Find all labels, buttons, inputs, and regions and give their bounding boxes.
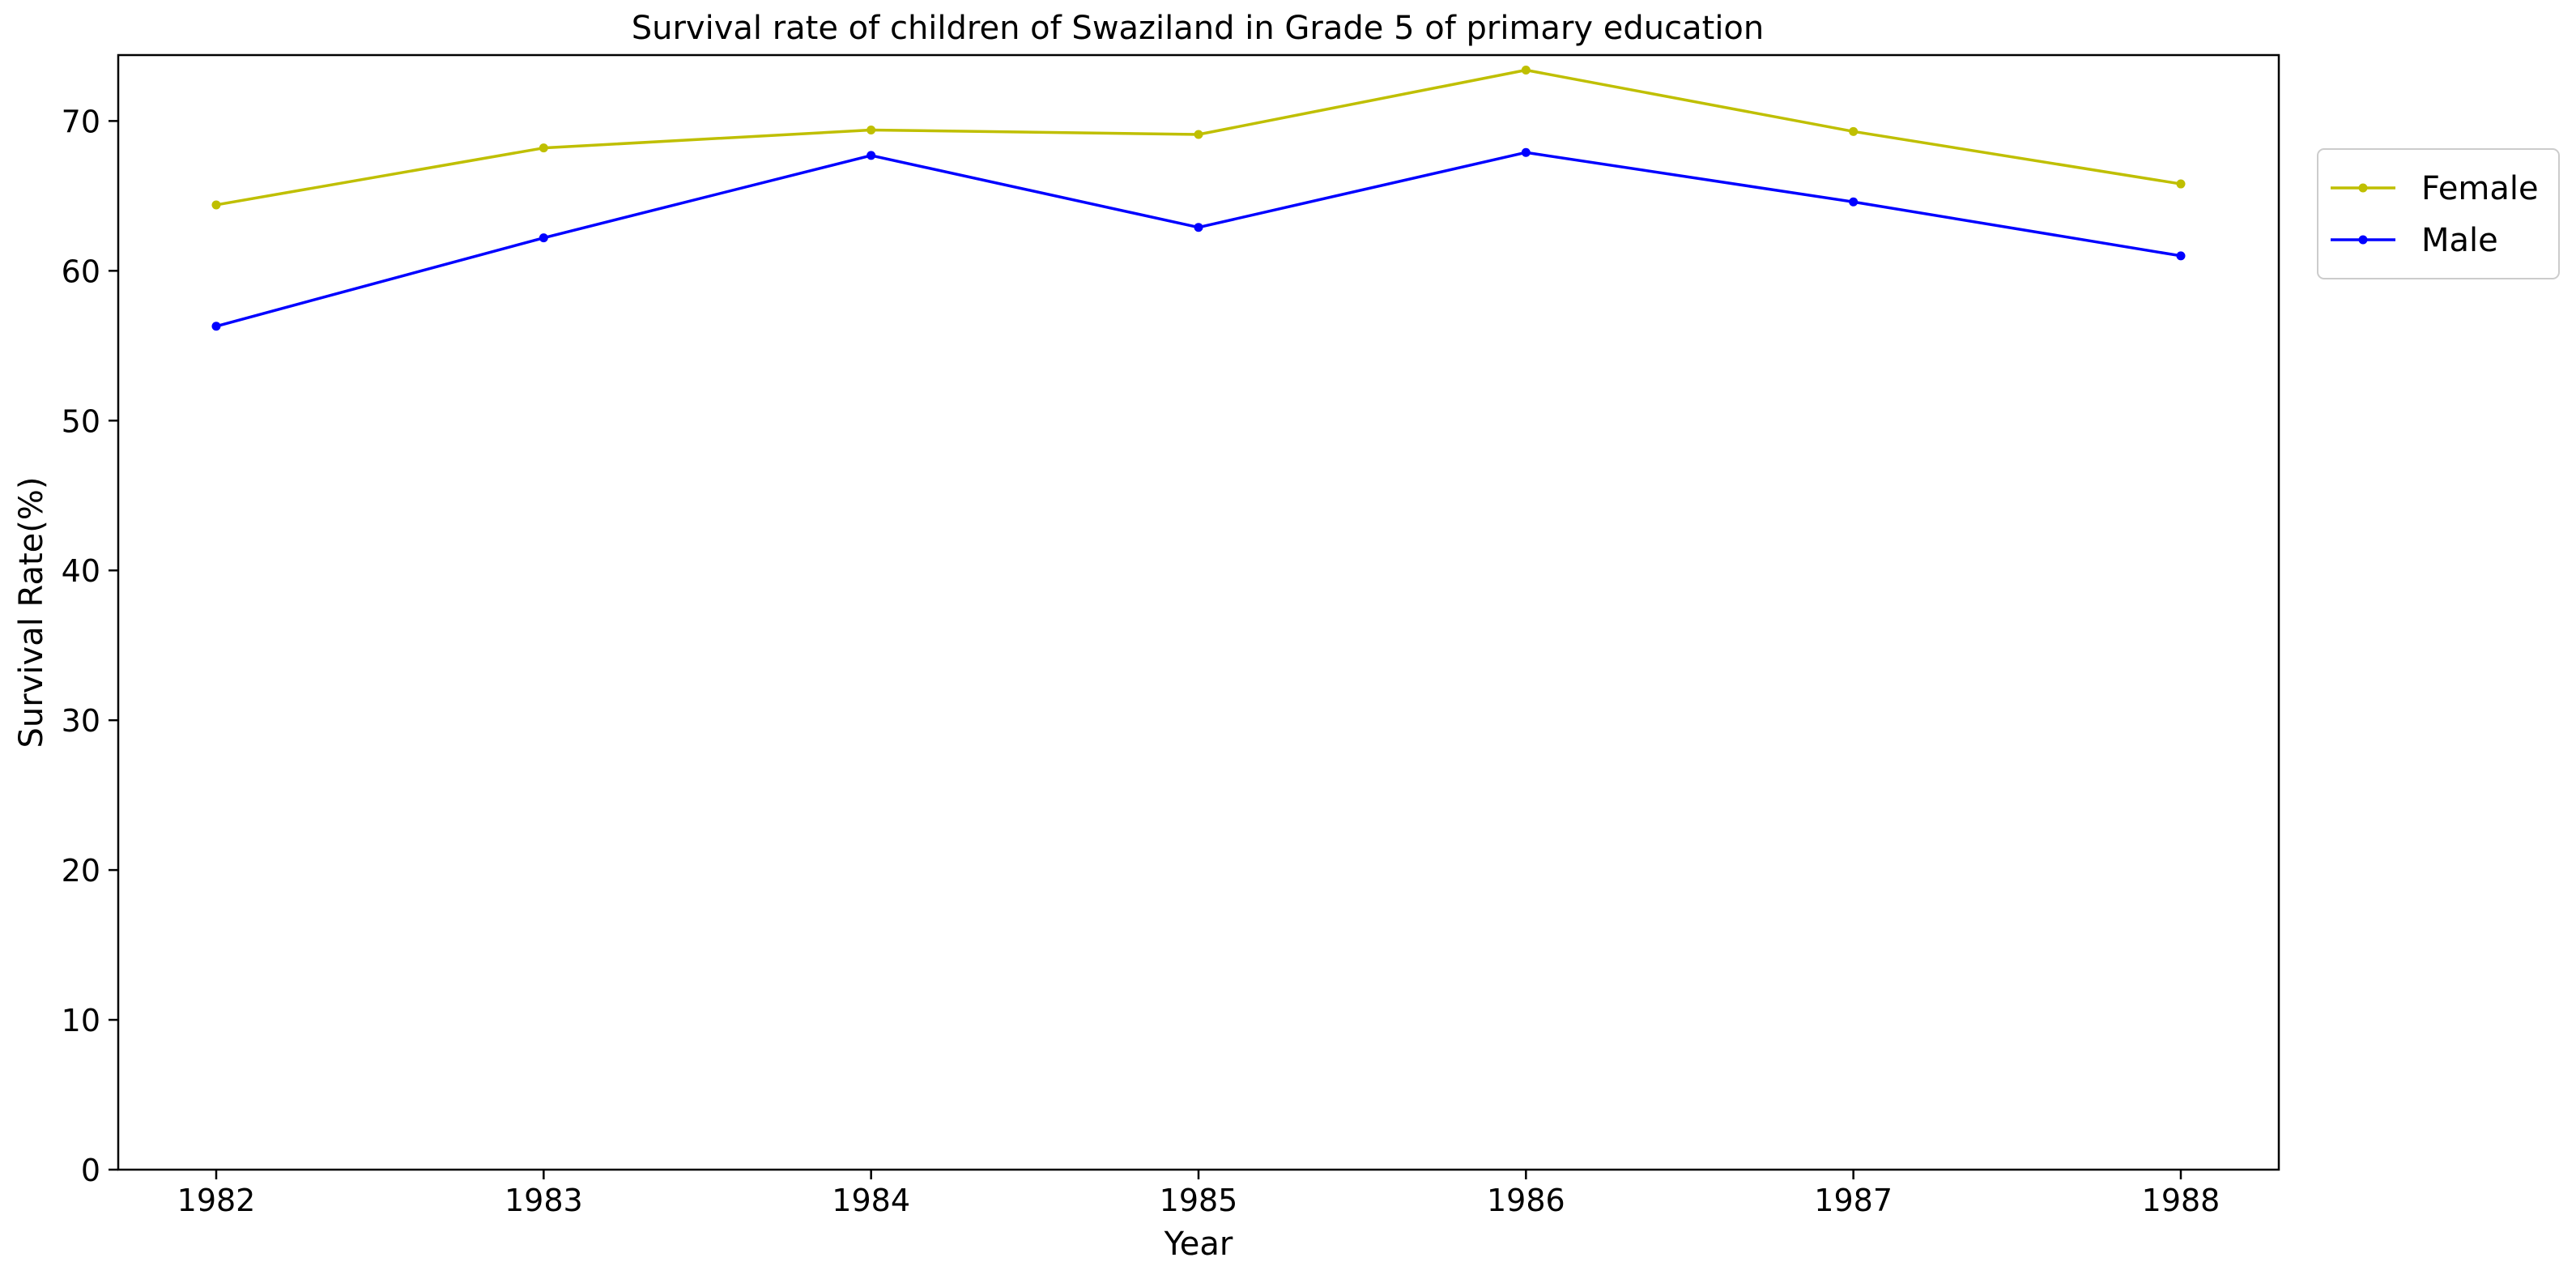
data-point-male	[1521, 147, 1531, 157]
legend: Female Male	[2317, 148, 2560, 279]
legend-swatch-marker	[2358, 235, 2368, 245]
data-point-female	[539, 143, 548, 153]
data-point-male	[2176, 251, 2186, 261]
series-layer	[211, 65, 2186, 331]
chart-title: Survival rate of children of Swaziland i…	[632, 10, 1765, 47]
x-axis: 1982 1983 1984 1985 1986 1987 1988	[177, 1170, 2220, 1218]
data-point-male	[1849, 197, 1859, 207]
legend-label: Female	[2421, 170, 2539, 207]
series-line-male	[215, 151, 2182, 328]
plot-area-frame	[117, 53, 2280, 1171]
data-point-female	[866, 125, 876, 134]
data-point-male	[211, 322, 221, 331]
x-tick-label: 1982	[177, 1183, 256, 1218]
y-tick-label: 70	[62, 104, 100, 139]
x-tick-label: 1983	[505, 1183, 583, 1218]
x-tick-label: 1985	[1160, 1183, 1238, 1218]
y-tick-label: 0	[81, 1153, 100, 1188]
data-point-male	[539, 233, 548, 243]
x-axis-label: Year	[1164, 1226, 1233, 1263]
x-tick-label: 1984	[832, 1183, 910, 1218]
x-tick-label: 1986	[1487, 1183, 1565, 1218]
legend-swatch-marker	[2358, 183, 2368, 193]
y-tick-label: 60	[62, 254, 100, 289]
legend-item-female: Female	[2331, 170, 2539, 207]
legend-item-male: Male	[2331, 222, 2498, 259]
data-point-male	[1194, 223, 1203, 232]
x-tick-label: 1987	[1814, 1183, 1893, 1218]
legend-label: Male	[2421, 222, 2498, 259]
y-axis-label: Survival Rate(%)	[13, 477, 50, 748]
data-point-female	[211, 200, 221, 210]
data-point-female	[1194, 130, 1203, 139]
legend-box	[2317, 148, 2560, 279]
series-female	[211, 65, 2186, 210]
x-tick-label: 1988	[2142, 1183, 2220, 1218]
y-tick-label: 40	[62, 553, 100, 589]
y-tick-label: 10	[62, 1003, 100, 1038]
y-tick-label: 30	[62, 703, 100, 739]
data-point-female	[1849, 126, 1859, 136]
data-point-female	[2176, 179, 2186, 189]
series-male	[211, 147, 2186, 331]
data-point-male	[866, 151, 876, 160]
y-tick-label: 20	[62, 853, 100, 889]
data-point-female	[1521, 65, 1531, 75]
y-tick-label: 50	[62, 403, 100, 439]
y-axis: 0 10 20 30 40 50 60 70	[62, 104, 118, 1188]
